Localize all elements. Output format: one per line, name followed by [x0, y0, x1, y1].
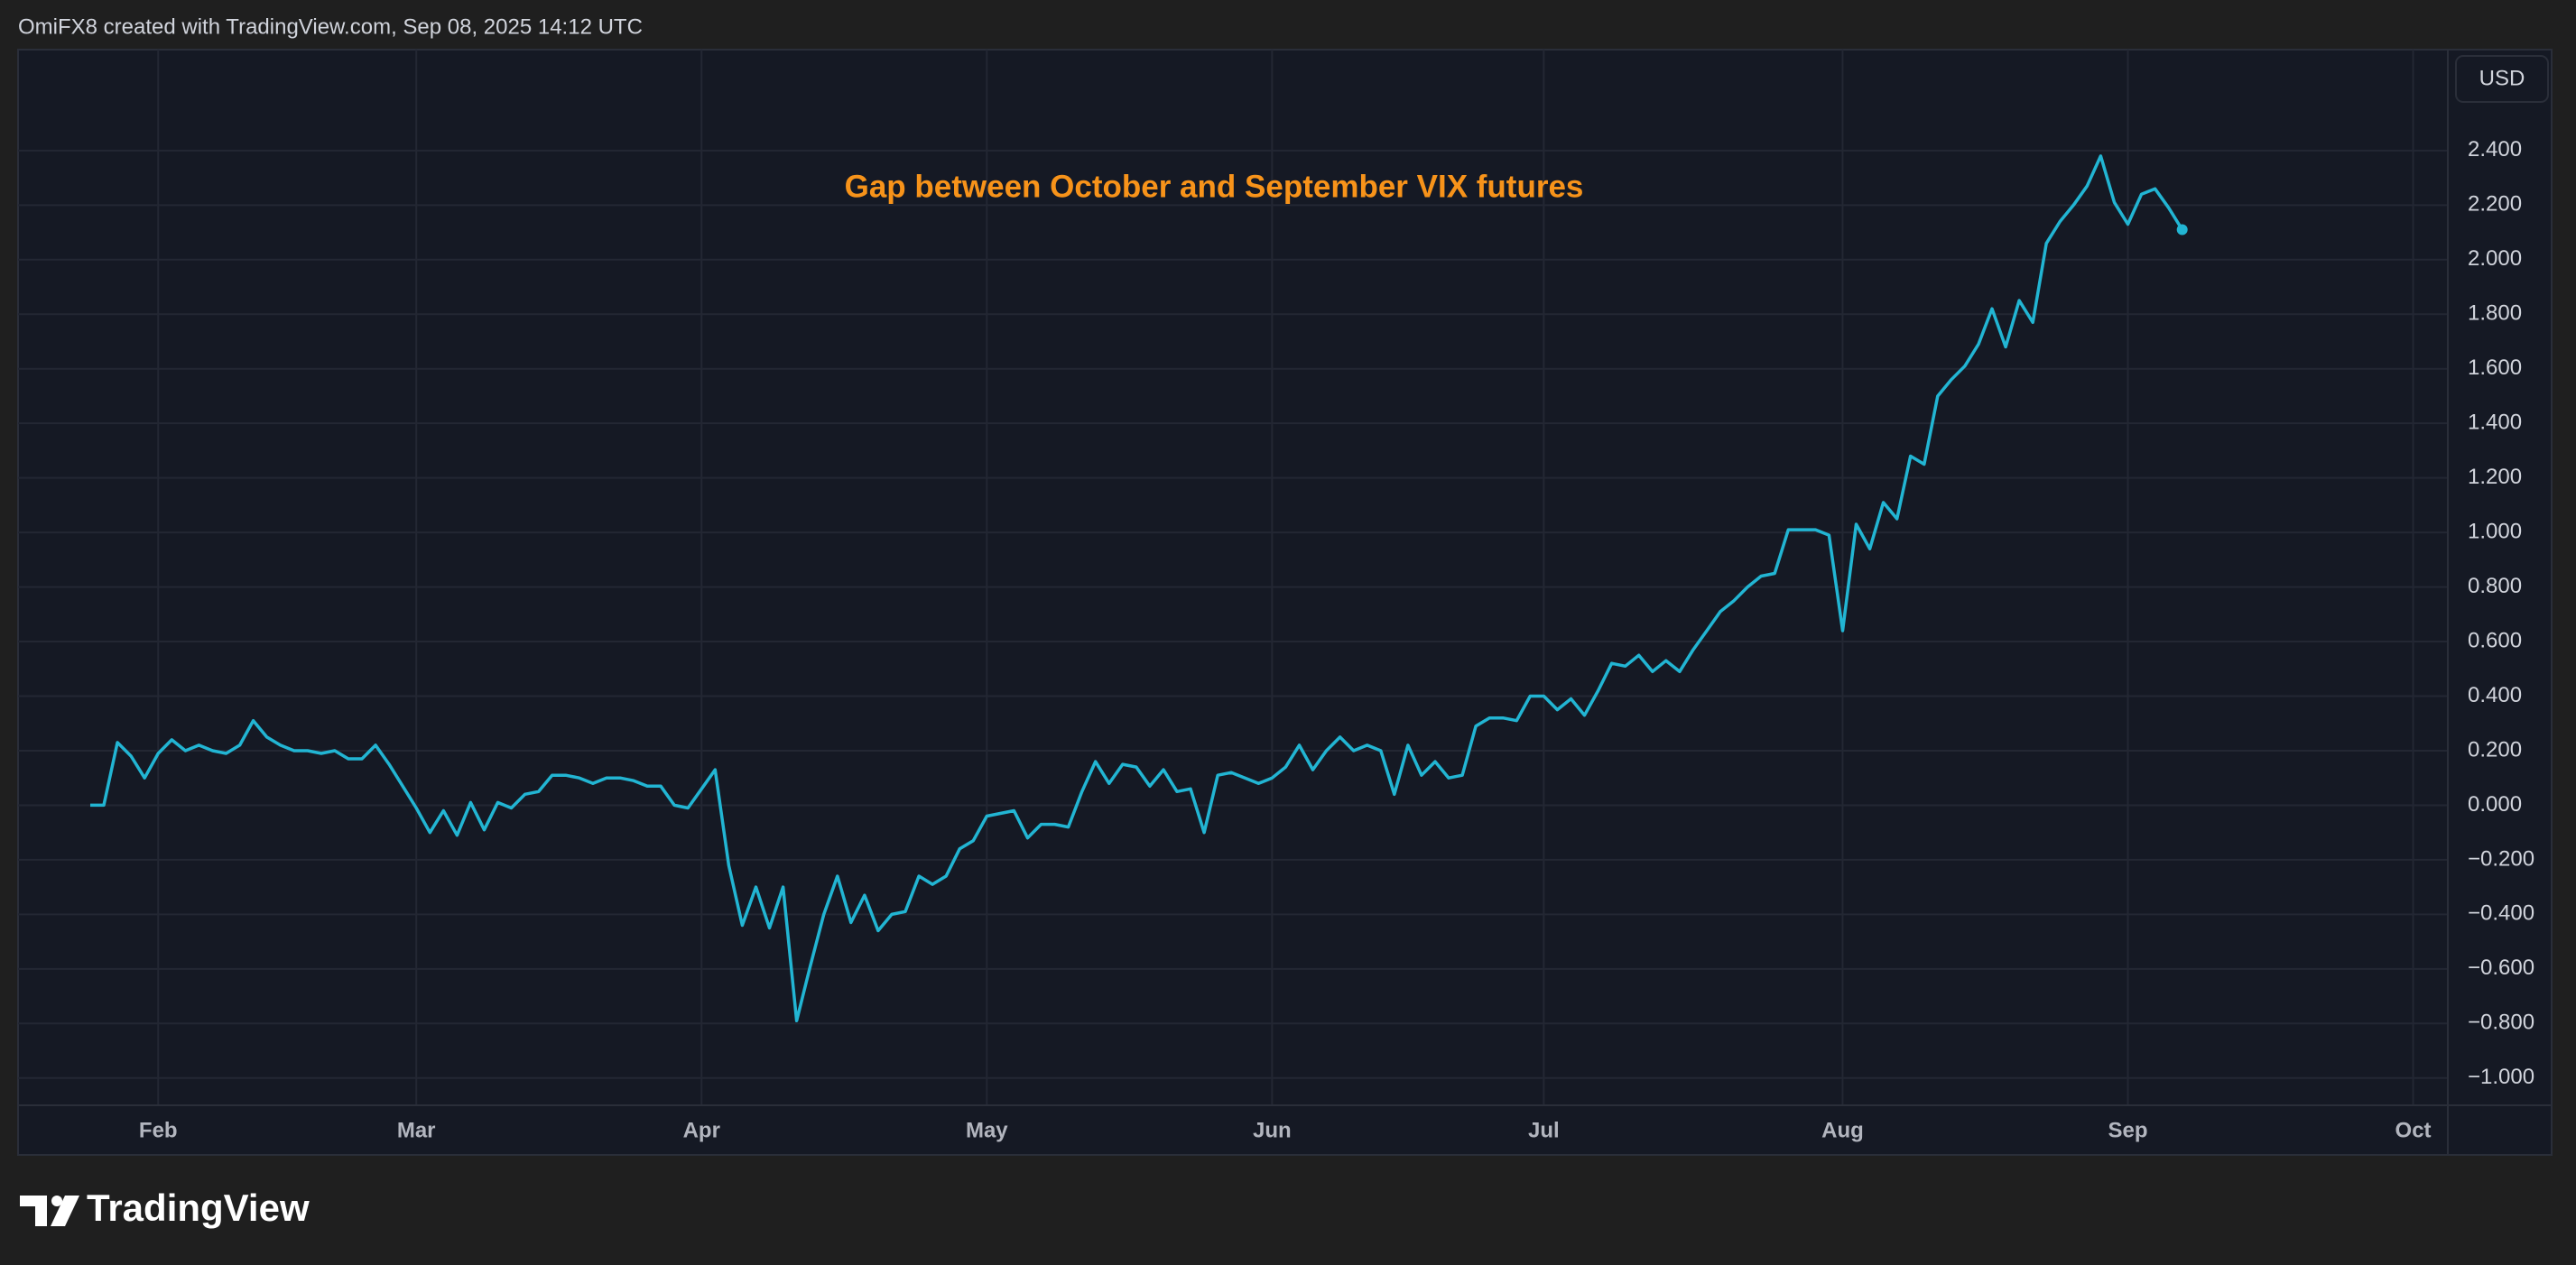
y-tick-label: 0.800	[2468, 574, 2522, 598]
y-tick-label: 0.600	[2468, 628, 2522, 652]
series-line	[90, 154, 2184, 1023]
header: OmiFX8 created with TradingView.com, Sep…	[18, 14, 643, 39]
x-tick-label: Jul	[1528, 1118, 1560, 1142]
y-tick-label: 1.600	[2468, 355, 2522, 380]
y-tick-label: 2.400	[2468, 137, 2522, 162]
y-tick-label: −1.000	[2468, 1065, 2534, 1089]
y-tick-label: 1.800	[2468, 301, 2522, 326]
x-tick-label: Mar	[397, 1118, 436, 1142]
y-tick-label: −0.400	[2468, 901, 2534, 926]
currency-label: USD	[2479, 66, 2525, 90]
x-tick-label: Jun	[1253, 1118, 1292, 1142]
y-tick-label: −0.200	[2468, 846, 2534, 871]
y-tick-label: −0.800	[2468, 1011, 2534, 1035]
y-tick-label: 1.000	[2468, 519, 2522, 543]
y-tick-label: −0.600	[2468, 956, 2534, 980]
x-tick-label: Oct	[2395, 1118, 2432, 1142]
y-tick-label: 0.000	[2468, 792, 2522, 817]
x-tick-label: Sep	[2108, 1118, 2147, 1142]
grid	[18, 50, 2448, 1105]
x-tick-label: Feb	[139, 1118, 178, 1142]
logo-mark	[20, 1196, 47, 1226]
logo-dot	[51, 1196, 62, 1206]
y-tick-label: 1.400	[2468, 411, 2522, 435]
logo-slash	[51, 1196, 79, 1226]
brand-name: TradingView	[87, 1187, 310, 1229]
annotation: Gap between October and September VIX fu…	[845, 169, 1584, 204]
y-tick-label: 0.200	[2468, 737, 2522, 762]
chart-panel	[17, 49, 2553, 1156]
brand-logo	[20, 1196, 79, 1226]
x-tick-label: Aug	[1821, 1118, 1864, 1142]
currency-box[interactable]	[2455, 55, 2549, 103]
y-tick-label: 1.200	[2468, 465, 2522, 489]
y-tick-label: 2.000	[2468, 246, 2522, 271]
y-tick-label: 2.200	[2468, 192, 2522, 217]
x-tick-label: May	[966, 1118, 1008, 1142]
x-tick-label: Apr	[683, 1118, 720, 1142]
last-point	[2176, 224, 2188, 235]
y-tick-label: 0.400	[2468, 683, 2522, 707]
